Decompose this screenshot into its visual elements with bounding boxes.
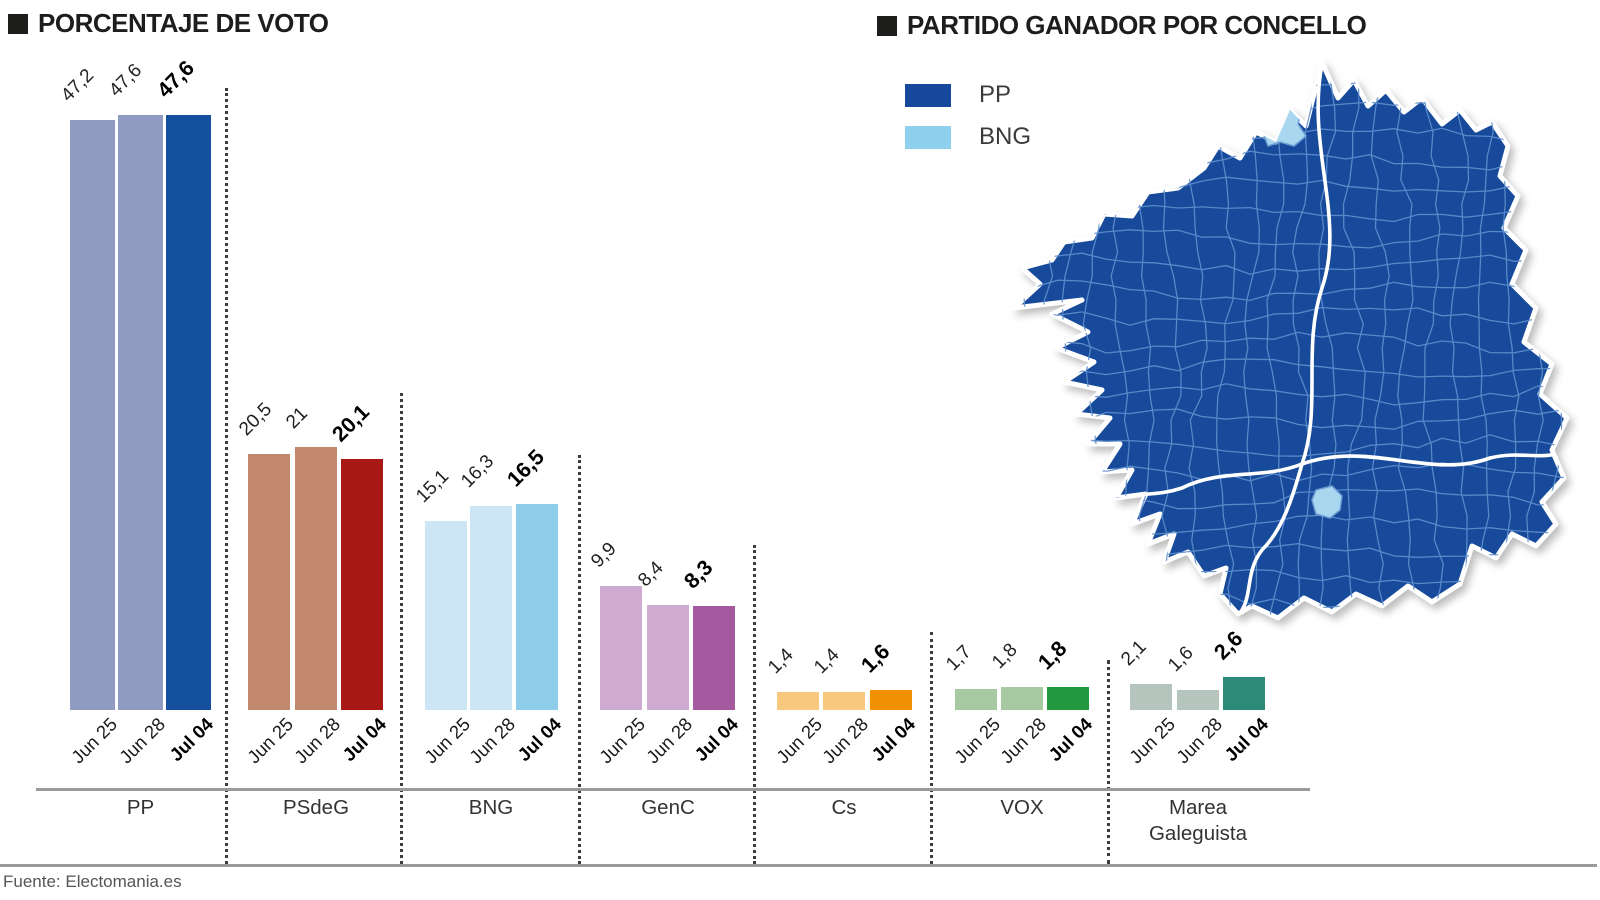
bar-value-label: 1,8	[988, 639, 1022, 673]
bar-bng-jun28	[470, 506, 512, 710]
bar-value-label: 1,7	[942, 641, 976, 675]
bng-concello-south	[1311, 485, 1343, 519]
bar-value-label: 1,6	[856, 639, 895, 678]
chart-section-title: PORCENTAJE DE VOTO	[8, 8, 329, 39]
bar-value-label: 47,2	[57, 64, 99, 106]
party-label-psdeg: PSdeG	[282, 796, 350, 819]
bar-value-label: 20,1	[327, 399, 375, 447]
bar-pp-jul04	[166, 115, 211, 710]
party-label-pp: PP	[126, 796, 155, 819]
bar-marea-galeguista-jun28	[1177, 690, 1219, 710]
bottom-rule-line	[0, 864, 1597, 867]
bar-cs-jun28	[823, 692, 865, 710]
legend-item-pp: PP	[905, 80, 1031, 110]
bar-bng-jul04	[516, 504, 558, 710]
bar-value-label: 9,9	[587, 538, 621, 572]
bar-psdeg-jun28	[295, 447, 337, 710]
galicia-outline	[1011, 59, 1570, 621]
group-separator-dotted	[753, 545, 756, 864]
bar-genc-jun25	[600, 586, 642, 710]
map-section-title: PARTIDO GANADOR POR CONCELLO	[877, 10, 1367, 41]
party-label-cs: Cs	[831, 796, 857, 819]
bar-vox-jul04	[1047, 687, 1089, 710]
group-axis-line	[36, 788, 1310, 791]
group-separator-dotted	[225, 88, 228, 864]
bar-cs-jun25	[777, 692, 819, 710]
bar-pp-jun25	[70, 120, 115, 710]
bar-vox-jun28	[1001, 687, 1043, 710]
map-legend: PP BNG	[905, 80, 1031, 164]
bar-value-label: 8,3	[679, 555, 718, 594]
group-separator-dotted	[578, 455, 581, 864]
bar-genc-jun28	[647, 605, 689, 710]
bar-value-label: 1,6	[1164, 642, 1198, 676]
bar-value-label: 1,4	[764, 644, 798, 678]
legend-label: BNG	[979, 123, 1032, 150]
party-label-vox: VOX	[1000, 796, 1044, 819]
galicia-winner-map	[1011, 59, 1570, 621]
map-landmass	[1011, 59, 1570, 621]
bar-value-label: 15,1	[412, 465, 454, 507]
party-label-genc: GenC	[641, 796, 695, 819]
bar-bng-jun25	[425, 521, 467, 710]
bar-value-label: 2,6	[1209, 626, 1248, 665]
bar-value-label: 1,8	[1033, 636, 1072, 675]
legend-item-bng: BNG	[905, 122, 1031, 152]
map-title-text: PARTIDO GANADOR POR CONCELLO	[907, 10, 1367, 40]
chart-title-text: PORCENTAJE DE VOTO	[38, 8, 329, 38]
bar-value-label: 47,6	[152, 55, 200, 103]
group-separator-dotted	[1107, 660, 1110, 864]
group-separator-dotted	[400, 393, 403, 864]
legend-label: PP	[979, 81, 1012, 108]
bar-value-label: 21	[282, 403, 312, 433]
title-bullet-square-icon	[8, 13, 28, 34]
party-label-marea-galeguista: Marea Galeguista	[1148, 796, 1247, 845]
legend-swatch	[905, 83, 951, 107]
bar-genc-jul04	[693, 606, 735, 710]
bar-cs-jul04	[870, 690, 912, 710]
bar-psdeg-jul04	[341, 459, 383, 710]
legend-swatch	[905, 125, 951, 149]
bar-value-label: 20,5	[235, 398, 277, 440]
bar-value-label: 47,6	[105, 59, 147, 101]
bar-marea-galeguista-jul04	[1223, 677, 1265, 710]
bar-value-label: 16,3	[457, 450, 499, 492]
title-bullet-square-icon	[877, 15, 897, 36]
bar-value-label: 1,4	[810, 644, 844, 678]
party-label-bng: BNG	[468, 796, 514, 819]
source-credit: Fuente: Electomania.es	[3, 872, 182, 891]
bar-vox-jun25	[955, 689, 997, 710]
bar-psdeg-jun25	[248, 454, 290, 710]
bar-marea-galeguista-jun25	[1130, 684, 1172, 710]
province-borders	[1114, 62, 1566, 612]
group-separator-dotted	[930, 632, 933, 864]
bar-value-label: 16,5	[502, 444, 550, 492]
bar-value-label: 2,1	[1117, 636, 1151, 670]
bar-pp-jun28	[118, 115, 163, 710]
